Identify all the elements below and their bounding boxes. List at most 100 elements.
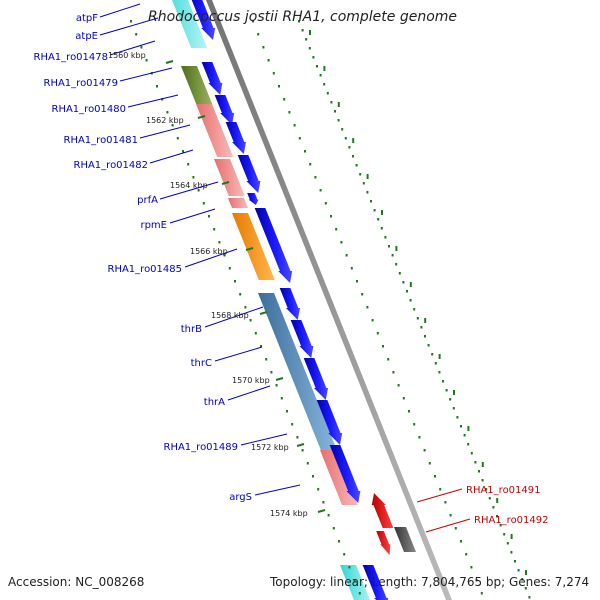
dots-outer-right: [344, 137, 347, 140]
dots-outer-right: [373, 209, 376, 212]
dots-inner-left: [218, 241, 221, 244]
dash-outer-right: [424, 318, 427, 323]
gene-label-thrc: thrC: [191, 358, 212, 369]
dots-inner-right: [293, 124, 296, 127]
kbp-tick-mark: [275, 377, 284, 381]
gene-label-rha1_ro01485: RHA1_ro01485: [108, 264, 183, 275]
dots-inner-left: [317, 488, 320, 491]
dash-outer-right: [409, 282, 412, 287]
label-leaders: [99, 3, 471, 533]
gene-label-rha1_ro01489: RHA1_ro01489: [164, 442, 239, 453]
dots-inner-left: [208, 215, 210, 218]
dots-outer-right: [456, 416, 459, 419]
cds-next: [362, 565, 389, 600]
dots-outer-right: [488, 497, 491, 500]
dots-outer-right: [424, 335, 426, 338]
feature-atpF-atpE: [171, 0, 208, 48]
dots-inner-right: [257, 33, 260, 36]
dots-outer-right: [431, 353, 434, 356]
dots-outer-right: [478, 470, 480, 473]
dots-inner-left: [239, 293, 242, 296]
gene-leader-line: [127, 94, 179, 108]
dots-inner-left: [213, 228, 216, 231]
feature-next: [340, 565, 370, 600]
dots-inner-left: [130, 20, 132, 23]
dots-inner-right: [480, 592, 483, 595]
gene-leader-line: [109, 40, 156, 56]
dots-outer-right: [434, 362, 437, 365]
dots-inner-left: [182, 150, 184, 153]
kbp-tick-mark: [245, 247, 254, 251]
cds-atpF: [191, 0, 216, 40]
dots-inner-left: [260, 345, 262, 348]
gene-leader-line: [254, 484, 301, 496]
dots-outer-right: [366, 191, 369, 194]
dots-outer-right: [316, 65, 318, 68]
kbp-tick-mark: [296, 443, 305, 447]
dots-outer-right: [514, 560, 516, 563]
gene-leader-line: [99, 3, 141, 18]
accession-text: Accession: NC_008268: [8, 575, 145, 589]
cds-ro01489: [316, 400, 343, 445]
cds-ro01491b: [376, 531, 391, 555]
dots-outer-right: [503, 533, 506, 536]
dots-inner-right: [371, 319, 374, 322]
dots-outer-right: [463, 434, 466, 437]
dots-inner-right: [402, 397, 405, 400]
dots-outer-right: [517, 569, 520, 572]
feature-ro01479: [181, 66, 213, 104]
dots-inner-left: [140, 46, 143, 49]
dots-inner-right: [283, 98, 286, 101]
gene-label-prfa: prfA: [137, 195, 158, 206]
gene-label-atpe: atpE: [75, 31, 98, 42]
gene-label-rha1_ro01479: RHA1_ro01479: [44, 78, 119, 89]
gene-leader-line: [425, 518, 471, 533]
dots-outer-right: [499, 524, 502, 527]
gene-leader-line: [139, 124, 191, 139]
dots-inner-left: [343, 553, 346, 556]
kbp-tick-label: 1570 kbp: [232, 376, 270, 385]
dash-outer-right: [381, 210, 383, 215]
kbp-tick-mark: [165, 60, 174, 64]
dots-outer-right: [467, 443, 470, 446]
dots-outer-right: [510, 551, 513, 554]
kbp-tick-mark: [221, 181, 230, 185]
gene-label-rha1_ro01482: RHA1_ro01482: [74, 160, 149, 171]
dots-outer-right: [359, 173, 362, 176]
dots-inner-right: [267, 59, 270, 62]
dots-inner-left: [171, 124, 174, 127]
feature-prfA: [228, 198, 248, 208]
kbp-tick-mark: [197, 115, 206, 119]
dots-outer-right: [301, 29, 304, 32]
gene-leader-line: [119, 67, 173, 82]
dots-outer-right: [445, 389, 448, 392]
dots-outer-right: [348, 146, 351, 149]
dots-inner-left: [197, 189, 200, 192]
dots-outer-right: [524, 587, 527, 590]
dots-inner-left: [286, 410, 288, 413]
dots-inner-left: [135, 33, 138, 36]
dots-outer-right: [449, 398, 452, 401]
cds-ro01479: [201, 62, 223, 95]
dots-inner-right: [465, 553, 468, 556]
dots-outer-right: [312, 56, 315, 59]
kbp-tick-label: 1566 kbp: [190, 247, 228, 256]
kbp-tick-label: 1560 kbp: [108, 51, 146, 60]
dots-inner-right: [298, 137, 301, 140]
gene-leader-line: [169, 208, 216, 224]
gene-label-rha1_ro01481: RHA1_ro01481: [64, 135, 139, 146]
kbp-tick-label: 1572 kbp: [251, 443, 289, 452]
dots-inner-left: [234, 280, 236, 283]
dash-outer-right: [467, 426, 470, 431]
gene-leader-line: [149, 149, 194, 164]
dots-inner-left: [249, 319, 252, 322]
dots-inner-right: [423, 449, 426, 452]
dots-inner-left: [228, 267, 231, 270]
dots-inner-right: [444, 501, 447, 504]
dots-outer-right: [398, 272, 401, 275]
gene-leader-line: [184, 248, 238, 268]
feature-ro01480-ro01481: [196, 104, 234, 157]
dash-outer-right: [453, 390, 455, 395]
dots-outer-right: [337, 119, 340, 122]
dots-outer-right: [474, 461, 477, 464]
